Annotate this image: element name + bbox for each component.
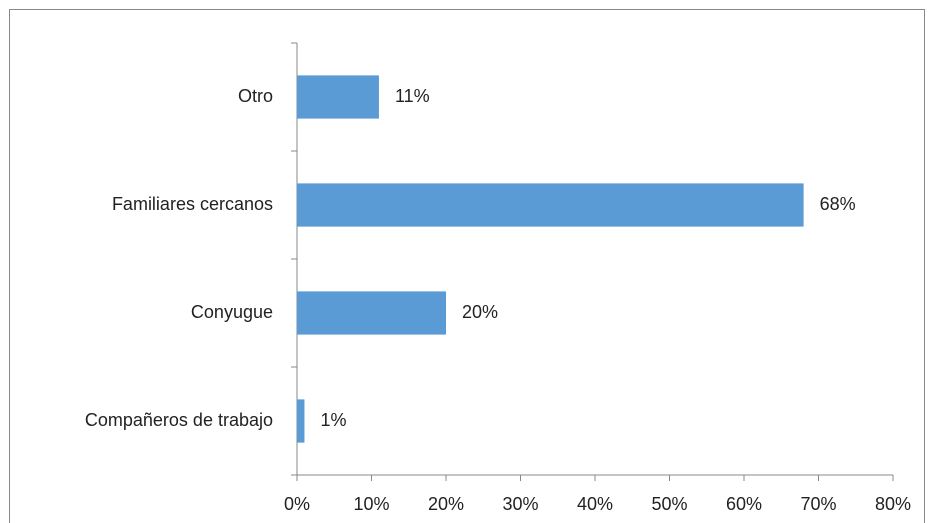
y-tick-label: Compañeros de trabajo (85, 410, 273, 430)
chart-border (9, 9, 925, 523)
x-tick-label: 10% (353, 494, 389, 514)
value-label: 20% (462, 302, 498, 322)
y-tick-label: Otro (238, 86, 273, 106)
value-label: 1% (320, 410, 346, 430)
x-tick-label: 40% (577, 494, 613, 514)
bar (297, 75, 379, 119)
y-tick-label: Conyugue (191, 302, 273, 322)
bar (297, 183, 804, 227)
x-tick-label: 80% (875, 494, 911, 514)
bar (297, 399, 305, 443)
x-tick-label: 70% (800, 494, 836, 514)
value-label: 68% (820, 194, 856, 214)
x-tick-label: 50% (651, 494, 687, 514)
y-tick-label: Familiares cercanos (112, 194, 273, 214)
x-tick-label: 30% (502, 494, 538, 514)
x-tick-label: 60% (726, 494, 762, 514)
x-tick-label: 0% (284, 494, 310, 514)
bar (297, 291, 446, 335)
value-label: 11% (395, 86, 430, 106)
x-tick-label: 20% (428, 494, 464, 514)
